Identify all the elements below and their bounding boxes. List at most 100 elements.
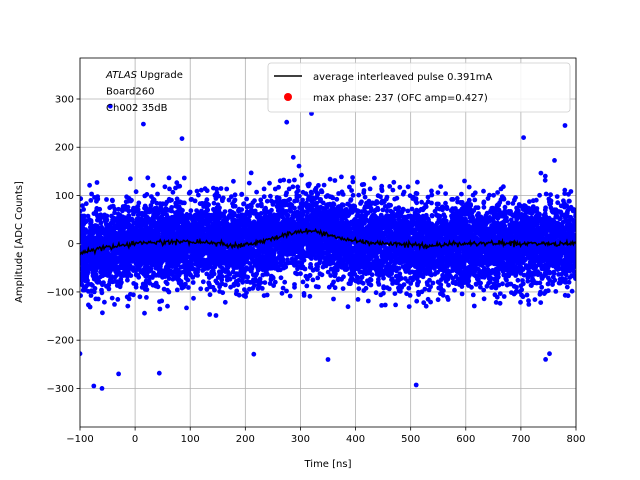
scatter-point bbox=[450, 197, 456, 202]
scatter-point bbox=[434, 201, 440, 207]
scatter-point bbox=[80, 196, 84, 202]
scatter-point bbox=[231, 178, 236, 184]
scatter-point bbox=[526, 298, 531, 304]
scatter-point bbox=[331, 296, 336, 302]
scatter-point bbox=[261, 194, 267, 200]
scatter-point bbox=[94, 180, 100, 185]
scatter-point bbox=[328, 273, 334, 278]
scatter-point bbox=[267, 180, 272, 186]
scatter-point bbox=[525, 278, 531, 284]
scatter-point bbox=[136, 200, 142, 206]
scatter-point bbox=[133, 189, 139, 195]
scatter-point bbox=[145, 175, 151, 181]
scatter-point bbox=[505, 200, 511, 206]
scatter-point bbox=[471, 303, 477, 309]
scatter-point bbox=[350, 179, 356, 185]
scatter-point bbox=[186, 285, 191, 290]
scatter-point bbox=[478, 284, 483, 290]
scatter-point bbox=[289, 256, 295, 262]
scatter-point bbox=[290, 260, 296, 266]
scatter-point bbox=[300, 197, 305, 203]
scatter-point bbox=[554, 194, 560, 200]
scatter-point bbox=[88, 198, 94, 203]
scatter-point bbox=[307, 293, 313, 299]
scatter-point bbox=[211, 200, 217, 206]
scatter-point bbox=[247, 261, 253, 266]
scatter-point bbox=[286, 178, 292, 184]
scatter-point bbox=[186, 190, 192, 196]
scatter-point bbox=[562, 187, 568, 193]
scatter-point bbox=[513, 273, 518, 278]
scatter-point bbox=[491, 192, 496, 198]
scatter-point bbox=[85, 213, 91, 219]
scatter-point bbox=[230, 269, 236, 275]
scatter-point bbox=[573, 213, 576, 219]
scatter-point bbox=[282, 264, 288, 270]
scatter-point bbox=[453, 279, 458, 285]
scatter-point bbox=[365, 298, 371, 304]
scatter-point bbox=[481, 199, 487, 205]
scatter-point bbox=[213, 196, 219, 201]
scatter-point bbox=[382, 302, 388, 308]
scatter-point bbox=[446, 282, 451, 288]
scatter-point bbox=[481, 287, 487, 293]
scatter-point bbox=[443, 200, 448, 206]
scatter-point bbox=[109, 295, 115, 301]
scatter-point bbox=[518, 299, 523, 305]
scatter-point bbox=[524, 292, 530, 298]
scatter-point bbox=[192, 198, 198, 204]
scatter-point bbox=[292, 282, 297, 287]
scatter-point bbox=[359, 274, 365, 280]
scatter-point bbox=[356, 192, 362, 198]
scatter-point bbox=[368, 277, 374, 283]
scatter-point bbox=[405, 184, 411, 190]
scatter-point bbox=[164, 199, 170, 205]
scatter-point bbox=[415, 179, 420, 185]
scatter-point bbox=[462, 178, 467, 184]
scatter-point bbox=[367, 186, 373, 192]
scatter-point bbox=[425, 194, 431, 200]
scatter-point bbox=[156, 370, 162, 376]
scatter-point bbox=[191, 295, 196, 301]
scatter-point bbox=[261, 186, 267, 192]
scatter-point bbox=[248, 170, 254, 176]
scatter-point bbox=[325, 269, 331, 275]
scatter-point bbox=[155, 284, 161, 290]
scatter-point bbox=[372, 175, 377, 181]
scatter-point bbox=[532, 297, 538, 302]
scatter-point bbox=[278, 275, 284, 281]
scatter-point bbox=[345, 201, 351, 207]
scatter-point bbox=[527, 199, 532, 205]
scatter-point bbox=[87, 182, 92, 188]
scatter-point bbox=[419, 199, 424, 205]
scatter-point bbox=[144, 192, 150, 197]
scatter-point bbox=[538, 289, 543, 295]
scatter-point bbox=[290, 154, 296, 160]
scatter-point bbox=[429, 200, 434, 206]
scatter-point bbox=[154, 200, 160, 206]
scatter-point bbox=[414, 298, 420, 304]
scatter-point bbox=[200, 279, 206, 285]
scatter-point bbox=[421, 300, 427, 306]
scatter-point bbox=[308, 189, 314, 195]
scatter-point bbox=[308, 264, 314, 270]
scatter-point bbox=[428, 299, 433, 305]
scatter-point bbox=[387, 184, 393, 189]
scatter-point bbox=[188, 208, 194, 214]
scatter-point bbox=[258, 197, 264, 203]
scatter-point bbox=[381, 290, 386, 296]
scatter-point bbox=[142, 310, 147, 316]
scatter-point bbox=[280, 285, 286, 291]
scatter-point bbox=[252, 198, 257, 204]
scatter-point bbox=[287, 293, 293, 299]
scatter-point bbox=[484, 283, 490, 289]
scatter-point bbox=[188, 197, 194, 202]
scatter-point bbox=[97, 206, 103, 212]
scatter-point bbox=[481, 296, 487, 302]
scatter-point bbox=[88, 293, 94, 298]
scatter-point bbox=[355, 297, 361, 302]
scatter-point bbox=[300, 279, 306, 285]
scatter-point bbox=[212, 287, 217, 293]
scatter-point bbox=[295, 184, 301, 190]
